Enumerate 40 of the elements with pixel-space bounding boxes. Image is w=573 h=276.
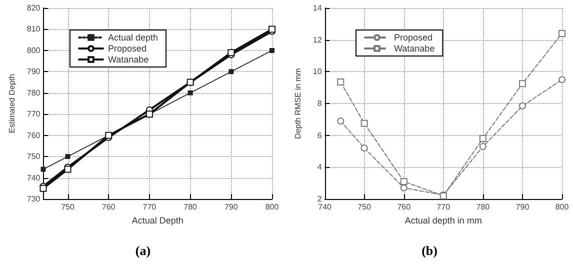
x-tick-label: 760	[102, 202, 116, 212]
x-tick-label: 750	[358, 202, 372, 212]
y-tick-label: 6	[317, 130, 322, 140]
y-tick-label: 4	[317, 162, 322, 172]
y-tick-label: 780	[26, 88, 41, 98]
y-tick-label: 810	[26, 24, 41, 34]
y-tick-label: 740	[26, 173, 41, 182]
x-tick-label: 770	[142, 202, 157, 212]
x-axis-title: Actual depth in mm	[404, 215, 482, 226]
y-tick-label: 790	[26, 67, 41, 76]
x-tick-label: 800	[265, 202, 280, 212]
x-tick-label: 780	[476, 202, 490, 212]
y-tick-label: 14	[312, 4, 322, 12]
legend-label: Actual depth	[108, 32, 158, 42]
legend-label: Proposed	[108, 44, 147, 54]
y-tick-label: 730	[26, 194, 41, 204]
y-axis-title: Estimated Depth	[8, 74, 16, 134]
x-tick-label: 790	[516, 202, 530, 212]
y-tick-label: 760	[26, 130, 41, 140]
x-tick-label: 760	[397, 202, 412, 212]
text: (a)	[135, 243, 151, 258]
x-tick-label: 790	[224, 202, 238, 212]
y-axis-title: Depth RMSE in mm	[294, 68, 302, 139]
y-tick-label: 770	[26, 110, 41, 119]
y-tick-label: 8	[317, 99, 322, 108]
y-tick-label: 820	[26, 4, 41, 12]
x-tick-label: 780	[184, 202, 198, 212]
y-tick-label: 2	[317, 194, 322, 204]
x-tick-label: 800	[555, 202, 570, 212]
legend-label: Watanabe	[394, 44, 435, 54]
y-tick-label: 12	[312, 35, 322, 44]
y-tick-label: 800	[26, 46, 41, 55]
legend-label: Proposed	[394, 32, 433, 42]
y-tick-label: 750	[26, 152, 41, 162]
x-tick-label: 770	[436, 202, 451, 212]
legend-label: Watanabe	[108, 54, 149, 64]
x-axis-title: Actual Depth	[132, 215, 184, 226]
text: (b)	[422, 243, 438, 258]
x-tick-label: 750	[61, 202, 75, 212]
y-tick-label: 10	[312, 67, 322, 76]
